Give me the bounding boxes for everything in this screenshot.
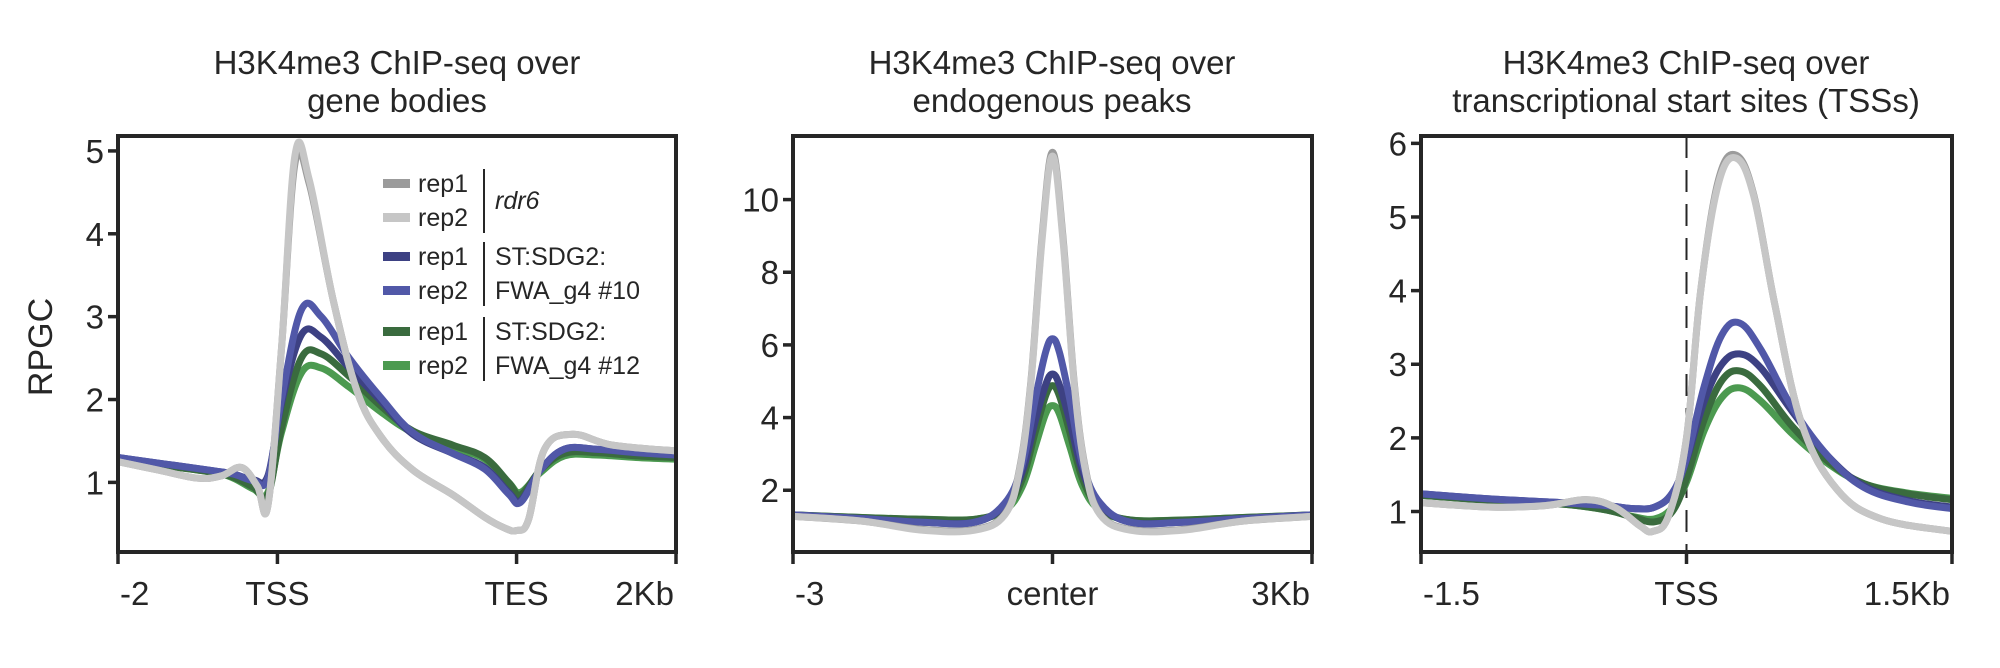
panel-title-line-2: transcriptional start sites (TSSs): [1452, 82, 1920, 119]
series-st-sdg2-fwa-g4-10-rep2: [118, 299, 676, 508]
legend-entry-label: rep2: [418, 352, 468, 380]
legend-group-label: FWA_g4 #10: [495, 277, 640, 305]
x-tick-label: -3: [795, 575, 824, 612]
legend-group-label: rdr6: [495, 187, 540, 215]
series-st-sdg2-fwa-g4-10-rep1: [793, 370, 1312, 528]
legend-entry-label: rep1: [418, 170, 468, 198]
legend-entry-label: rep1: [418, 243, 468, 271]
plot-area: [793, 148, 1312, 536]
y-tick-label: 4: [761, 400, 779, 437]
y-tick-label: 1: [86, 464, 104, 501]
y-axis: 1 2 3 4 5: [86, 133, 118, 501]
x-tick-label: -2: [120, 575, 149, 612]
y-tick-label: 6: [761, 327, 779, 364]
x-axis: -1.5 TSS 1.5Kb: [1419, 552, 1954, 612]
legend-swatch: [383, 213, 410, 222]
legend-swatch: [383, 252, 410, 261]
x-tick-label: TES: [484, 575, 548, 612]
legend-entry-label: rep2: [418, 204, 468, 232]
legend: rep1 rep2 rdr6 rep1 rep2 ST:SDG2: FWA_g4 #10 re…: [383, 169, 640, 381]
legend-group-label: ST:SDG2:: [495, 318, 606, 346]
panel-title-line-2: gene bodies: [307, 82, 487, 119]
y-tick-label: 2: [761, 472, 779, 509]
y-tick-label: 6: [1389, 125, 1407, 162]
x-tick-label: 1.5Kb: [1864, 575, 1950, 612]
panel-title-line-1: H3K4me3 ChIP-seq over: [214, 44, 581, 81]
x-axis: -2 TSS TES 2Kb: [116, 552, 678, 612]
panel-title-line-1: H3K4me3 ChIP-seq over: [1503, 44, 1870, 81]
legend-group-label: FWA_g4 #12: [495, 352, 640, 380]
legend-swatch: [383, 286, 410, 295]
y-tick-label: 4: [1389, 273, 1407, 310]
y-axis: 1 2 3 4 5 6: [1389, 125, 1421, 531]
y-tick-label: 10: [742, 182, 779, 219]
y-tick-label: 1: [1389, 494, 1407, 531]
y-tick-label: 2: [86, 382, 104, 419]
plot-area: [1421, 150, 1952, 536]
y-tick-label: 8: [761, 254, 779, 291]
legend-entry-label: rep1: [418, 318, 468, 346]
x-tick-label: TSS: [1654, 575, 1718, 612]
plot-frame: [116, 134, 678, 554]
legend-swatch: [383, 361, 410, 370]
series-st-sdg2-fwa-g4-12-rep2: [793, 402, 1312, 525]
x-tick-label: 3Kb: [1251, 575, 1310, 612]
series-rdr6-rep2: [793, 152, 1312, 536]
plot-area: [118, 138, 676, 535]
x-tick-label: TSS: [245, 575, 309, 612]
y-tick-label: 5: [86, 133, 104, 170]
panel-tss: H3K4me3 ChIP-seq over transcriptional st…: [1389, 44, 1954, 612]
y-axis: 2 4 6 8 10: [742, 182, 793, 509]
legend-swatch: [383, 179, 410, 188]
panel-title-line-1: H3K4me3 ChIP-seq over: [869, 44, 1236, 81]
y-tick-label: 4: [86, 216, 104, 253]
panel-gene-bodies: H3K4me3 ChIP-seq over gene bodies RPGC 1…: [22, 44, 678, 612]
panel-title-line-2: endogenous peaks: [913, 82, 1192, 119]
series-st-sdg2-fwa-g4-10-rep2: [1421, 318, 1952, 513]
y-axis-label: RPGC: [22, 298, 60, 396]
x-tick-label: 2Kb: [615, 575, 674, 612]
y-tick-label: 5: [1389, 199, 1407, 236]
x-axis: -3 center 3Kb: [791, 552, 1314, 612]
series-rdr6-rep2: [1421, 154, 1952, 536]
series-rdr6-rep2: [118, 138, 676, 535]
y-tick-label: 3: [1389, 346, 1407, 383]
plot-frame: [791, 134, 1314, 554]
x-tick-label: center: [1007, 575, 1099, 612]
legend-entry-label: rep2: [418, 277, 468, 305]
y-tick-label: 2: [1389, 420, 1407, 457]
panel-endogenous-peaks: H3K4me3 ChIP-seq over endogenous peaks 2…: [742, 44, 1314, 612]
legend-swatch: [383, 327, 410, 336]
legend-group-label: ST:SDG2:: [495, 243, 606, 271]
x-tick-label: -1.5: [1423, 575, 1480, 612]
y-tick-label: 3: [86, 299, 104, 336]
series-st-sdg2-fwa-g4-10-rep2: [793, 335, 1312, 528]
